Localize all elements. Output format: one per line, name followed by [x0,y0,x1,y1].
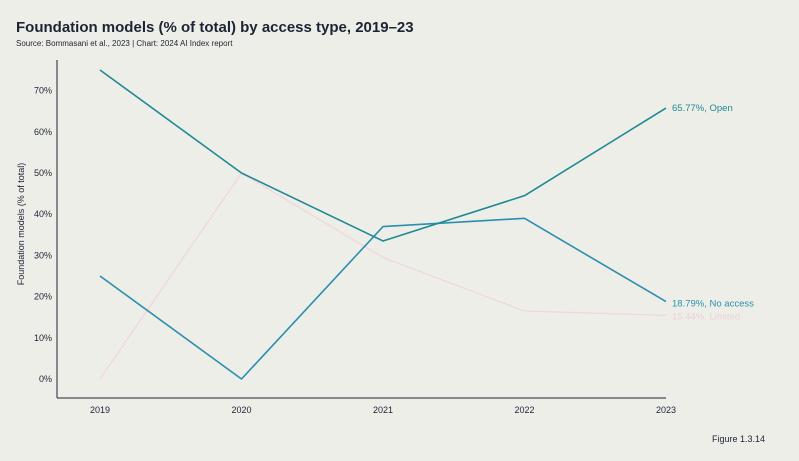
figure-label: Figure 1.3.14 [712,434,766,444]
y-tick-label: 60% [34,127,52,137]
y-tick-label: 0% [39,374,52,384]
x-tick-label: 2021 [373,405,393,415]
x-tick-label: 2023 [656,405,676,415]
series-line-limited [99,172,667,380]
y-tick-label: 30% [34,250,52,260]
y-tick-label: 10% [34,333,52,343]
chart-title: Foundation models (% of total) by access… [16,19,414,36]
y-axis-label: Foundation models (% of total) [16,163,26,286]
y-tick-label: 50% [34,168,52,178]
series-line-no-access [99,217,667,380]
x-tick-label: 2019 [90,405,110,415]
series-line-open [99,69,667,242]
series-end-label-no-access: 18.79%, No access [672,299,754,310]
series-end-label-open: 65.77%, Open [672,103,733,114]
chart-subtitle: Source: Bommasani et al., 2023 | Chart: … [16,39,233,48]
x-tick-label: 2022 [514,405,534,415]
x-tick-label: 2020 [231,405,251,415]
series-end-label-limited: 15.44%, Limited [672,311,740,322]
y-tick-label: 70% [34,86,52,96]
y-tick-label: 40% [34,209,52,219]
y-tick-label: 20% [34,292,52,302]
